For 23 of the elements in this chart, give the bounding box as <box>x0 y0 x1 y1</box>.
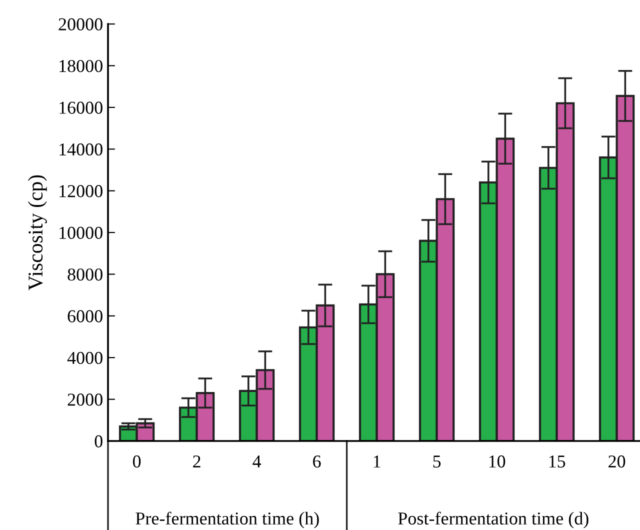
y-tick-label: 4000 <box>67 352 102 364</box>
text: Pre-fermentation time (h) <box>136 512 319 528</box>
x-tick-label: 10 <box>489 455 506 468</box>
y-tick-label: 18000 <box>60 60 102 72</box>
y-tick-label: 6000 <box>68 310 102 322</box>
x-tick-label: 15 <box>549 456 566 468</box>
y-tick-label: 0 <box>94 435 102 448</box>
y-tick-label: 2000 <box>68 394 102 406</box>
y-tick-label: 8000 <box>68 268 102 281</box>
y-tick-label: 10000 <box>60 226 102 239</box>
x-tick-label: 1 <box>374 456 380 468</box>
x-tick-label: 20 <box>608 455 626 468</box>
x-tick-label: 0 <box>132 455 141 468</box>
text: Post-fermentation time (d) <box>398 512 588 528</box>
y-tick-label: 14000 <box>60 143 102 156</box>
y-tick-label: 16000 <box>60 102 102 114</box>
x-tick-label: 4 <box>252 456 262 468</box>
x-tick-label: 2 <box>193 455 200 468</box>
y-axis-title: Viscosity (cp) <box>28 175 47 290</box>
y-tick-label: 20000 <box>58 18 102 30</box>
y-tick-label: 12000 <box>60 185 102 198</box>
x-tick-label: 5 <box>433 456 441 468</box>
x-tick-label: 6 <box>313 455 321 468</box>
